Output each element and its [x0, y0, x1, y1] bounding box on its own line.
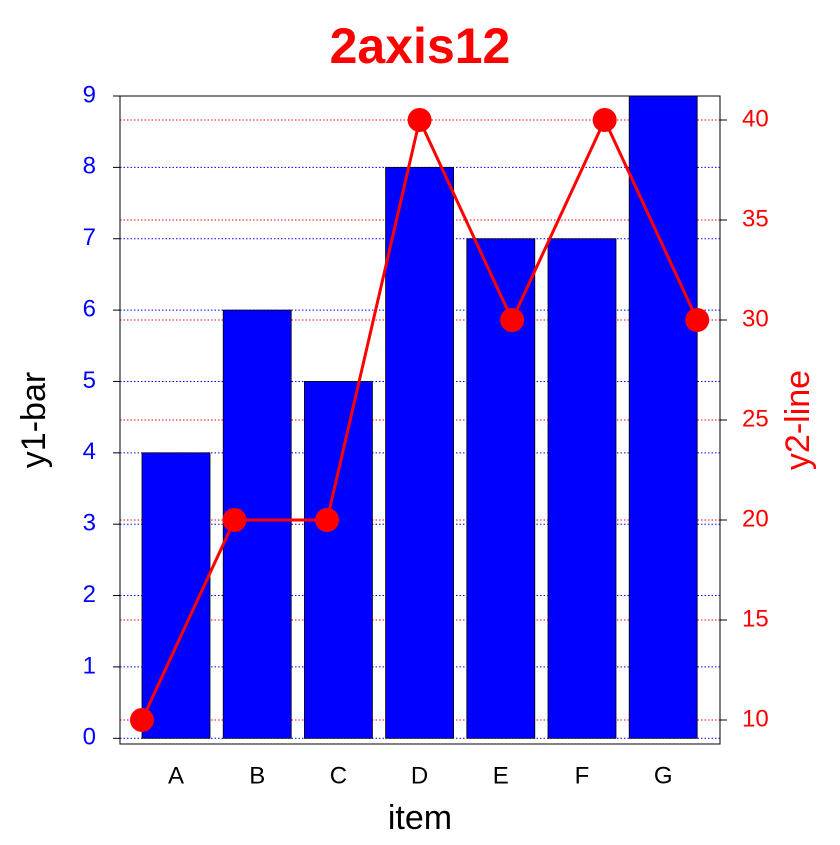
y2-tick-label: 35: [742, 205, 769, 232]
y-tick-label: 3: [83, 510, 96, 537]
x-tick-label: D: [411, 762, 428, 789]
x-tick-label: B: [249, 762, 265, 789]
x-tick-label: C: [330, 762, 347, 789]
y-tick-label: 6: [83, 295, 96, 322]
point: [500, 308, 525, 332]
y-tick-label: 5: [83, 367, 96, 394]
y2-axis-label: y2-line: [779, 370, 817, 470]
chart-title: 2axis12: [330, 18, 511, 74]
bar: [385, 166, 455, 739]
point: [130, 708, 154, 732]
y2-tick-label: 40: [742, 105, 769, 132]
y-tick-label: 4: [83, 438, 96, 465]
point: [222, 508, 247, 532]
y2-tick-label: 25: [742, 405, 769, 432]
y-tick-label: 0: [83, 724, 96, 751]
y-tick-label: 9: [83, 81, 96, 108]
y-tick-label: 1: [83, 652, 96, 679]
x-tick-label: A: [168, 762, 184, 789]
y-tick-label: 7: [83, 224, 96, 251]
x-tick-label: E: [493, 762, 509, 789]
x-axis-label: item: [388, 799, 452, 837]
y-tick-label: 8: [83, 153, 96, 180]
y2-tick-label: 10: [742, 705, 769, 732]
y2-tick-label: 20: [742, 505, 769, 532]
y2-tick-label: 15: [742, 605, 769, 632]
bar: [303, 381, 373, 739]
point: [315, 508, 340, 532]
point: [592, 108, 617, 132]
y2-tick-label: 30: [742, 305, 769, 332]
y-tick-label: 2: [83, 581, 96, 608]
bar: [466, 238, 536, 739]
bar: [628, 95, 698, 739]
x-tick-label: F: [575, 762, 590, 789]
x-tick-label: G: [654, 762, 673, 789]
point: [407, 108, 432, 132]
y-axis-label: y1-bar: [15, 372, 53, 468]
point: [685, 308, 710, 332]
plot-frame: [119, 95, 721, 745]
bar: [547, 238, 617, 739]
